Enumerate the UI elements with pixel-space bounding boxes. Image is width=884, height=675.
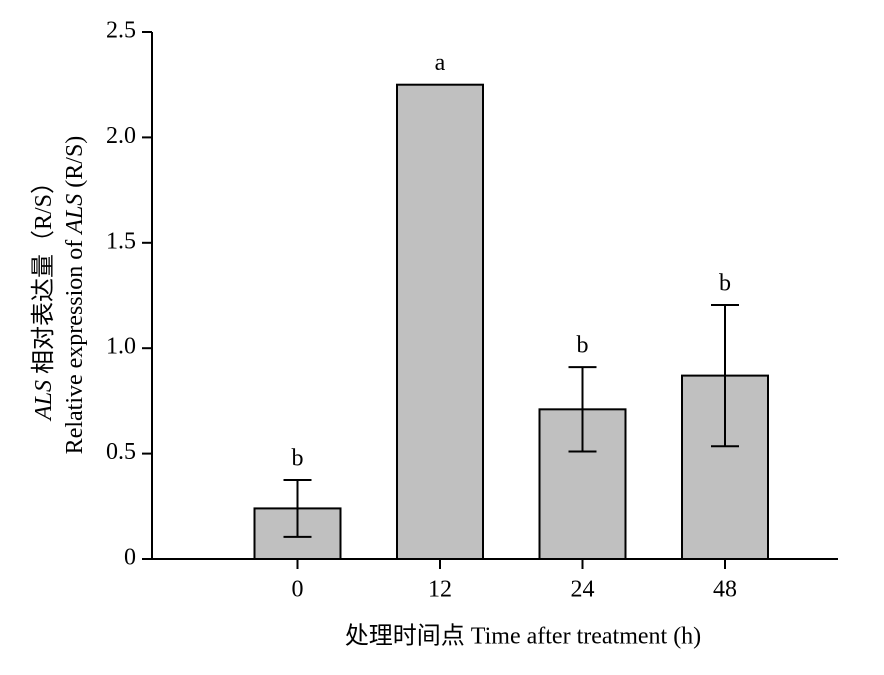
bar xyxy=(396,83,484,560)
y-axis-label-part: 相对表达量（R/S） xyxy=(30,170,57,380)
significance-letter: a xyxy=(435,50,446,76)
y-tick-label: 1.5 xyxy=(106,228,136,254)
y-axis-label: Relative expression of ALS (R/S) xyxy=(62,136,88,455)
y-axis-label-part: Relative expression of xyxy=(62,234,88,455)
y-axis-label-part: ALS xyxy=(62,194,88,236)
x-axis-label: 处理时间点 Time after treatment (h) xyxy=(345,623,701,650)
y-axis-label-part: ALS xyxy=(31,380,57,422)
y-tick-label: 0.5 xyxy=(106,439,136,465)
x-tick-label: 0 xyxy=(292,577,304,603)
significance-letter: b xyxy=(292,445,304,471)
y-tick-label: 2.0 xyxy=(106,123,136,149)
y-axis-label: ALS 相对表达量（R/S） xyxy=(30,170,57,422)
significance-letter: b xyxy=(577,333,589,359)
y-tick-label: 1.0 xyxy=(106,334,136,360)
y-tick-label: 2.5 xyxy=(106,18,136,44)
x-tick-label: 48 xyxy=(713,577,737,603)
y-axis-label-part: (R/S) xyxy=(62,136,88,194)
x-tick-label: 12 xyxy=(428,577,452,603)
significance-letter: b xyxy=(719,270,731,296)
x-tick-label: 24 xyxy=(571,577,595,603)
y-tick-label: 0 xyxy=(124,545,136,571)
